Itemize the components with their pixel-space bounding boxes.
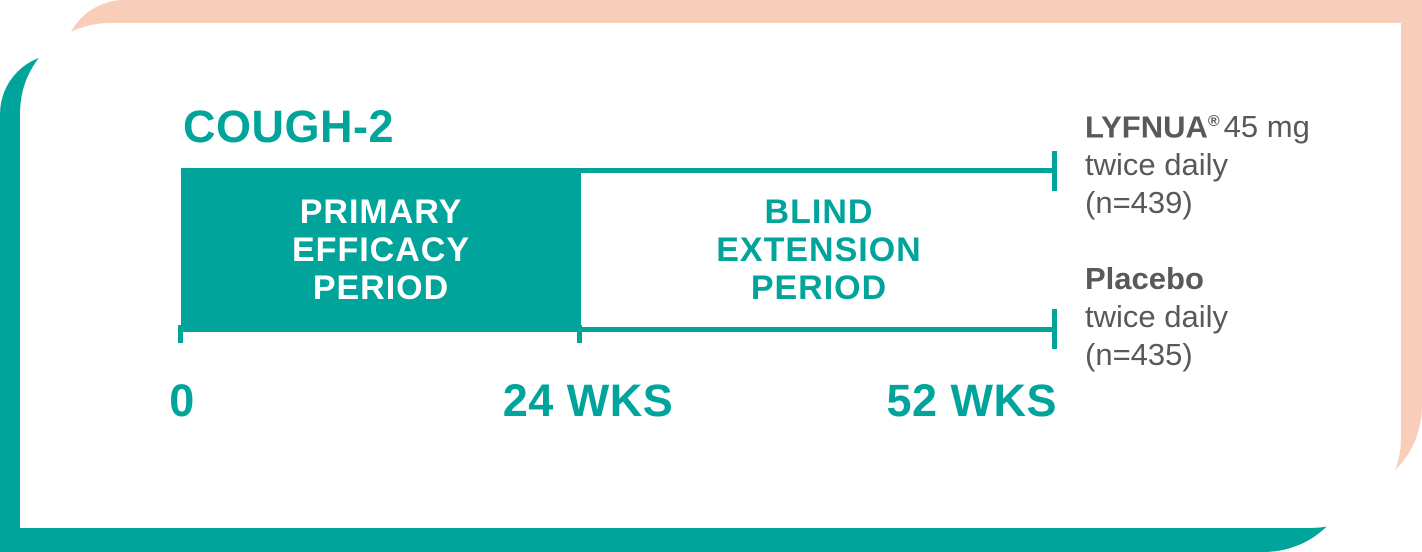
- arm-lyfnua-dose: 45 mg: [1223, 109, 1310, 145]
- arm-lyfnua-name: LYFNUA: [1085, 109, 1208, 145]
- placebo-arm-end-tick: [1052, 309, 1057, 349]
- arm-lyfnua-name-line: LYFNUA® 45 mg: [1085, 103, 1310, 146]
- primary-efficacy-period-box: PRIMARY EFFICACY PERIOD: [181, 173, 581, 327]
- arm-placebo-name: Placebo: [1085, 261, 1204, 296]
- axis-label-week-24: 24 WKS: [502, 375, 674, 426]
- study-title: COUGH-2: [183, 101, 395, 152]
- axis-label-week-52: 52 WKS: [886, 375, 1057, 426]
- registered-trademark-symbol: ®: [1207, 113, 1220, 130]
- blind-extension-period-box: BLIND EXTENSION PERIOD: [716, 193, 922, 307]
- lyfnua-arm-end-tick: [1052, 151, 1057, 191]
- arm-lyfnua-schedule: twice daily: [1085, 147, 1228, 183]
- axis-label-week-0: 0: [169, 375, 195, 426]
- arm-label-placebo: Placebo twice daily (n=435): [1085, 260, 1228, 374]
- arm-placebo-schedule: twice daily: [1085, 299, 1228, 334]
- arm-placebo-enrollment: (n=435): [1085, 337, 1193, 372]
- week-24-tick: [577, 325, 582, 343]
- arm-lyfnua-enrollment: (n=439): [1085, 185, 1193, 221]
- timeline-track: PRIMARY EFFICACY PERIOD BLIND EXTENSION …: [178, 151, 1057, 349]
- arm-label-lyfnua: LYFNUA® 45 mg twice daily (n=439): [1085, 103, 1310, 222]
- week-0-tick: [178, 325, 183, 343]
